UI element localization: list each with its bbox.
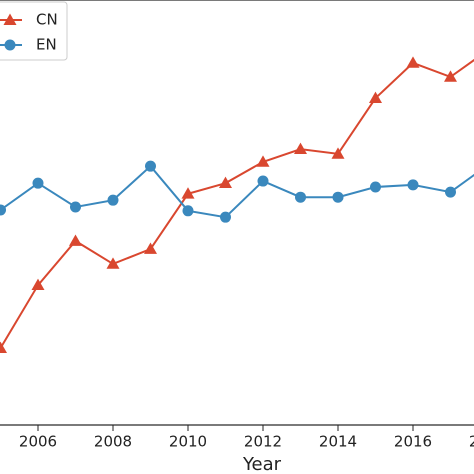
data-point <box>444 70 457 82</box>
x-axis-label: Year <box>242 454 282 474</box>
legend-label: CN <box>36 11 58 29</box>
data-point <box>181 187 195 199</box>
legend-label: EN <box>36 36 57 54</box>
x-tick-label: 2008 <box>94 433 132 451</box>
x-tick-label: 2018 <box>469 433 474 451</box>
series-line <box>0 58 474 349</box>
x-tick-label: 2006 <box>19 433 57 451</box>
data-point <box>295 191 306 203</box>
data-point <box>69 234 82 246</box>
legend-marker <box>4 39 16 51</box>
data-point <box>182 205 194 217</box>
plot-frame <box>0 0 474 426</box>
x-tick-label: 2014 <box>319 433 357 451</box>
data-point <box>107 194 119 206</box>
data-point <box>332 191 344 203</box>
data-point <box>294 142 307 155</box>
data-point <box>70 201 81 213</box>
data-point <box>331 147 345 159</box>
data-point <box>0 204 6 216</box>
legend-marker <box>3 13 17 25</box>
data-point <box>144 242 157 254</box>
data-point <box>32 177 44 189</box>
data-point <box>219 176 232 189</box>
x-tick-label: 2010 <box>169 433 207 451</box>
x-tick-label: 2016 <box>394 433 432 451</box>
data-point <box>406 56 420 68</box>
series-line <box>0 164 474 219</box>
data-point <box>370 181 381 193</box>
data-point <box>220 211 231 223</box>
data-point <box>106 257 120 269</box>
data-point <box>407 179 419 191</box>
data-point <box>145 160 156 172</box>
x-tick-label: 2012 <box>244 433 282 451</box>
data-point <box>445 186 456 198</box>
data-point <box>0 341 7 353</box>
data-point <box>257 175 269 187</box>
data-point <box>256 155 270 167</box>
data-point <box>31 278 45 291</box>
data-point <box>369 91 382 104</box>
